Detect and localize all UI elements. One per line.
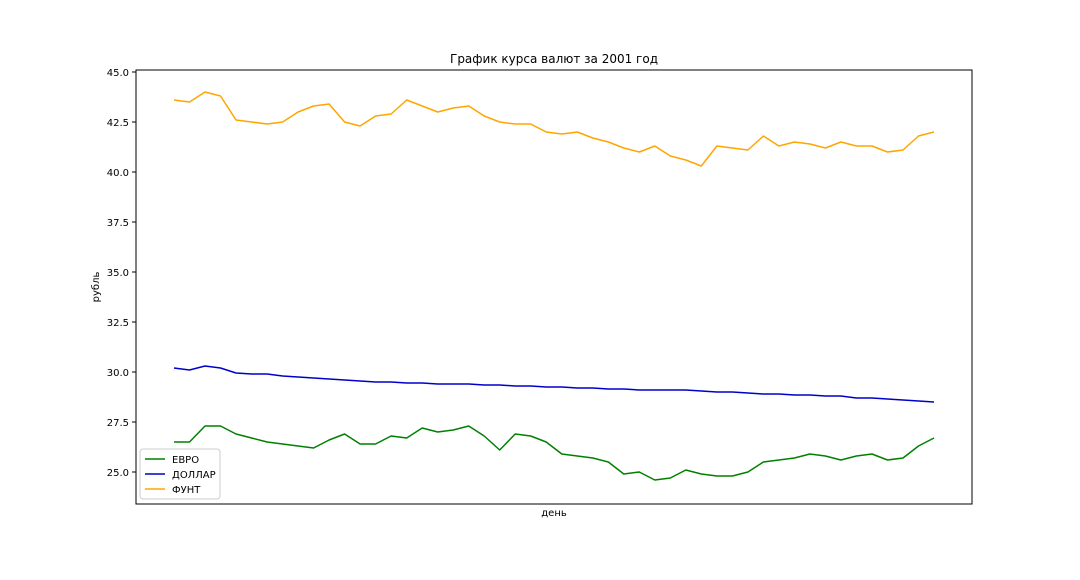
y-axis-ticks: 25.0 27.5 30.0 32.5 35.0 37.5 40.0 42.5 45.0 [107,68,136,479]
chart-title: График курса валют за 2001 год [450,52,658,66]
series-line-1 [173,365,935,403]
y-tick-label: 35.0 [107,268,129,279]
y-axis-label: рубль [91,272,102,303]
y-tick-label: 42.5 [107,118,129,129]
series-line-0 [174,425,935,481]
y-tick-label: 27.5 [107,418,129,429]
legend-box [139,448,221,500]
legend: ЕВРО ДОЛЛАР ФУНТ [139,448,221,500]
legend-label-1: ДОЛЛАР [172,470,216,481]
y-tick-label: 25.0 [107,468,129,479]
series-line-2 [173,91,935,167]
y-tick-label: 37.5 [107,218,129,229]
y-tick-label: 32.5 [107,318,129,329]
y-tick-label: 30.0 [107,368,129,379]
y-tick-label: 45.0 [107,68,129,79]
legend-label-2: ФУНТ [172,485,201,496]
y-tick-label: 40.0 [107,168,129,179]
plot-frame [135,69,973,505]
legend-label-0: ЕВРО [172,455,199,466]
series-group [173,91,935,481]
x-axis-label: день [541,508,567,519]
